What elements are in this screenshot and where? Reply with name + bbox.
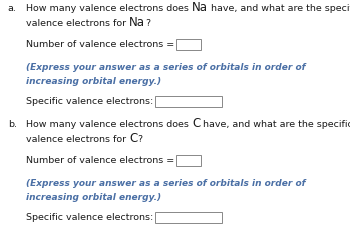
Text: have, and what are the specific: have, and what are the specific	[200, 120, 350, 129]
Text: Na: Na	[192, 1, 208, 14]
Text: have, and what are the specific: have, and what are the specific	[208, 4, 350, 13]
Text: Specific valence electrons:: Specific valence electrons:	[26, 97, 154, 106]
Text: C: C	[130, 132, 138, 145]
Text: increasing orbital energy.): increasing orbital energy.)	[26, 77, 161, 86]
Text: increasing orbital energy.): increasing orbital energy.)	[26, 193, 161, 202]
Text: ?: ?	[138, 135, 143, 144]
FancyBboxPatch shape	[176, 39, 202, 50]
Text: ?: ?	[145, 19, 150, 28]
FancyBboxPatch shape	[155, 96, 222, 107]
Text: C: C	[192, 117, 200, 130]
FancyBboxPatch shape	[176, 155, 202, 166]
Text: Number of valence electrons =: Number of valence electrons =	[26, 156, 175, 165]
Text: Number of valence electrons =: Number of valence electrons =	[26, 40, 175, 49]
FancyBboxPatch shape	[155, 212, 222, 223]
Text: b.: b.	[8, 120, 17, 129]
Text: How many valence electrons does: How many valence electrons does	[26, 4, 192, 13]
Text: Specific valence electrons:: Specific valence electrons:	[26, 213, 154, 222]
Text: (Express your answer as a series of orbitals in order of: (Express your answer as a series of orbi…	[26, 179, 306, 188]
Text: How many valence electrons does: How many valence electrons does	[26, 120, 192, 129]
Text: (Express your answer as a series of orbitals in order of: (Express your answer as a series of orbi…	[26, 63, 306, 72]
Text: valence electrons for: valence electrons for	[26, 19, 130, 28]
Text: valence electrons for: valence electrons for	[26, 135, 130, 144]
Text: a.: a.	[8, 4, 16, 13]
Text: Na: Na	[130, 16, 145, 29]
